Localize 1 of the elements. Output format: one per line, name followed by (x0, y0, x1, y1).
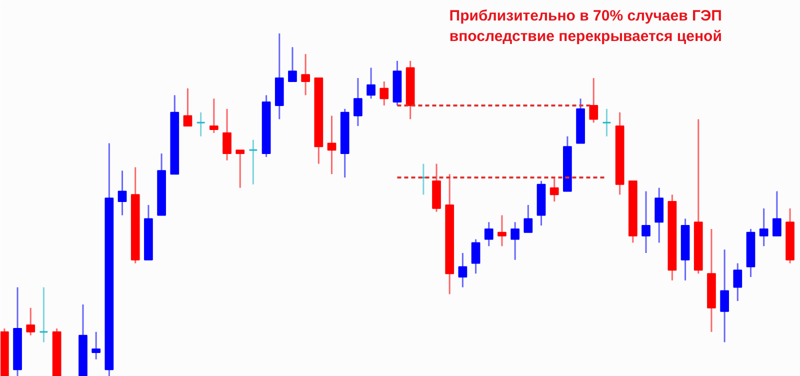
annotation: Приблизительно в 70% случаев ГЭП впоследствие перекрывается ценой (449, 8, 722, 46)
